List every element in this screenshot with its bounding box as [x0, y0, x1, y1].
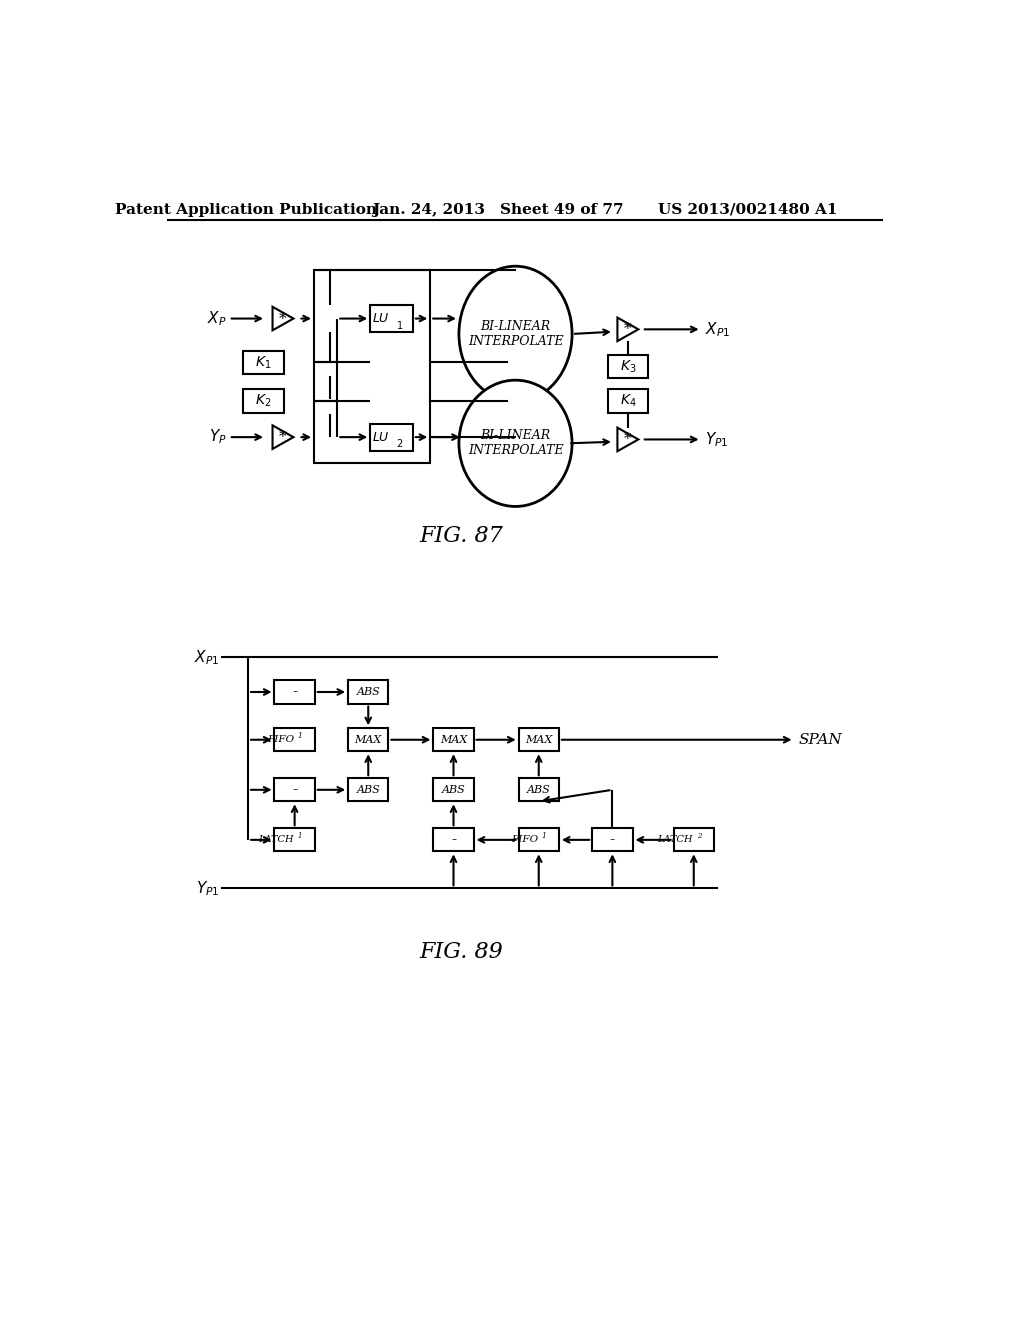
- Text: MAX: MAX: [525, 735, 552, 744]
- Bar: [274, 829, 314, 851]
- Bar: [518, 829, 559, 851]
- Bar: [433, 729, 474, 751]
- Bar: [371, 424, 413, 450]
- Text: 1: 1: [298, 731, 303, 741]
- Bar: [371, 305, 413, 333]
- Text: $1$: $1$: [396, 318, 403, 331]
- Text: *: *: [624, 433, 632, 446]
- Text: $X_{P1}$: $X_{P1}$: [706, 319, 731, 339]
- Bar: [518, 779, 559, 801]
- Text: FIFO: FIFO: [511, 836, 538, 845]
- Text: Sheet 49 of 77: Sheet 49 of 77: [500, 203, 624, 216]
- Text: FIG. 89: FIG. 89: [420, 940, 503, 962]
- Text: MAX: MAX: [440, 735, 467, 744]
- Text: INTERPOLATE: INTERPOLATE: [468, 445, 563, 458]
- Text: $Y_{P1}$: $Y_{P1}$: [706, 430, 729, 449]
- Polygon shape: [272, 425, 294, 449]
- Text: *: *: [624, 322, 632, 337]
- Text: $LU$: $LU$: [372, 430, 390, 444]
- Text: FIG. 87: FIG. 87: [420, 525, 503, 546]
- Bar: [433, 779, 474, 801]
- Text: 2: 2: [697, 832, 701, 840]
- Bar: [592, 829, 633, 851]
- Text: $K_2$: $K_2$: [255, 393, 271, 409]
- Text: Patent Application Publication: Patent Application Publication: [115, 203, 377, 216]
- Ellipse shape: [459, 380, 572, 507]
- Text: 1: 1: [542, 832, 547, 840]
- Text: BI-LINEAR: BI-LINEAR: [480, 319, 551, 333]
- Bar: [518, 729, 559, 751]
- Text: $K_1$: $K_1$: [255, 354, 271, 371]
- Text: -: -: [292, 685, 297, 700]
- Text: $2$: $2$: [396, 437, 403, 449]
- Text: Jan. 24, 2013: Jan. 24, 2013: [372, 203, 485, 216]
- Text: $Y_{P1}$: $Y_{P1}$: [196, 879, 219, 898]
- Bar: [274, 779, 314, 801]
- Bar: [433, 829, 474, 851]
- Text: $X_{P1}$: $X_{P1}$: [195, 648, 219, 667]
- Bar: [348, 729, 388, 751]
- Text: ABS: ABS: [356, 686, 380, 697]
- Bar: [244, 389, 284, 412]
- Text: INTERPOLATE: INTERPOLATE: [468, 335, 563, 348]
- Bar: [274, 681, 314, 704]
- Bar: [314, 271, 430, 462]
- Bar: [244, 351, 284, 374]
- Polygon shape: [617, 428, 638, 451]
- Text: *: *: [280, 430, 287, 444]
- Ellipse shape: [459, 267, 572, 401]
- Text: ABS: ABS: [441, 785, 465, 795]
- Text: $Y_P$: $Y_P$: [209, 428, 226, 446]
- Text: -: -: [451, 833, 456, 847]
- Bar: [274, 729, 314, 751]
- Text: BI-LINEAR: BI-LINEAR: [480, 429, 551, 442]
- Text: MAX: MAX: [354, 735, 382, 744]
- Text: ABS: ABS: [527, 785, 551, 795]
- Text: -: -: [292, 783, 297, 797]
- Bar: [348, 779, 388, 801]
- Text: ABS: ABS: [356, 785, 380, 795]
- Text: SPAN: SPAN: [799, 733, 842, 747]
- Text: -: -: [610, 833, 615, 847]
- Bar: [607, 355, 648, 378]
- Bar: [674, 829, 714, 851]
- Text: 1: 1: [298, 832, 302, 840]
- Text: US 2013/0021480 A1: US 2013/0021480 A1: [658, 203, 838, 216]
- Text: $K_4$: $K_4$: [620, 393, 636, 409]
- Bar: [348, 681, 388, 704]
- Text: $LU$: $LU$: [372, 312, 390, 325]
- Text: $X_P$: $X_P$: [207, 309, 226, 327]
- Text: FIFO: FIFO: [266, 735, 294, 744]
- Polygon shape: [272, 306, 294, 330]
- Polygon shape: [617, 318, 638, 341]
- Text: LATCH: LATCH: [657, 836, 693, 845]
- Text: *: *: [280, 312, 287, 326]
- Text: $K_3$: $K_3$: [620, 358, 636, 375]
- Bar: [607, 389, 648, 412]
- Text: LATCH: LATCH: [258, 836, 294, 845]
